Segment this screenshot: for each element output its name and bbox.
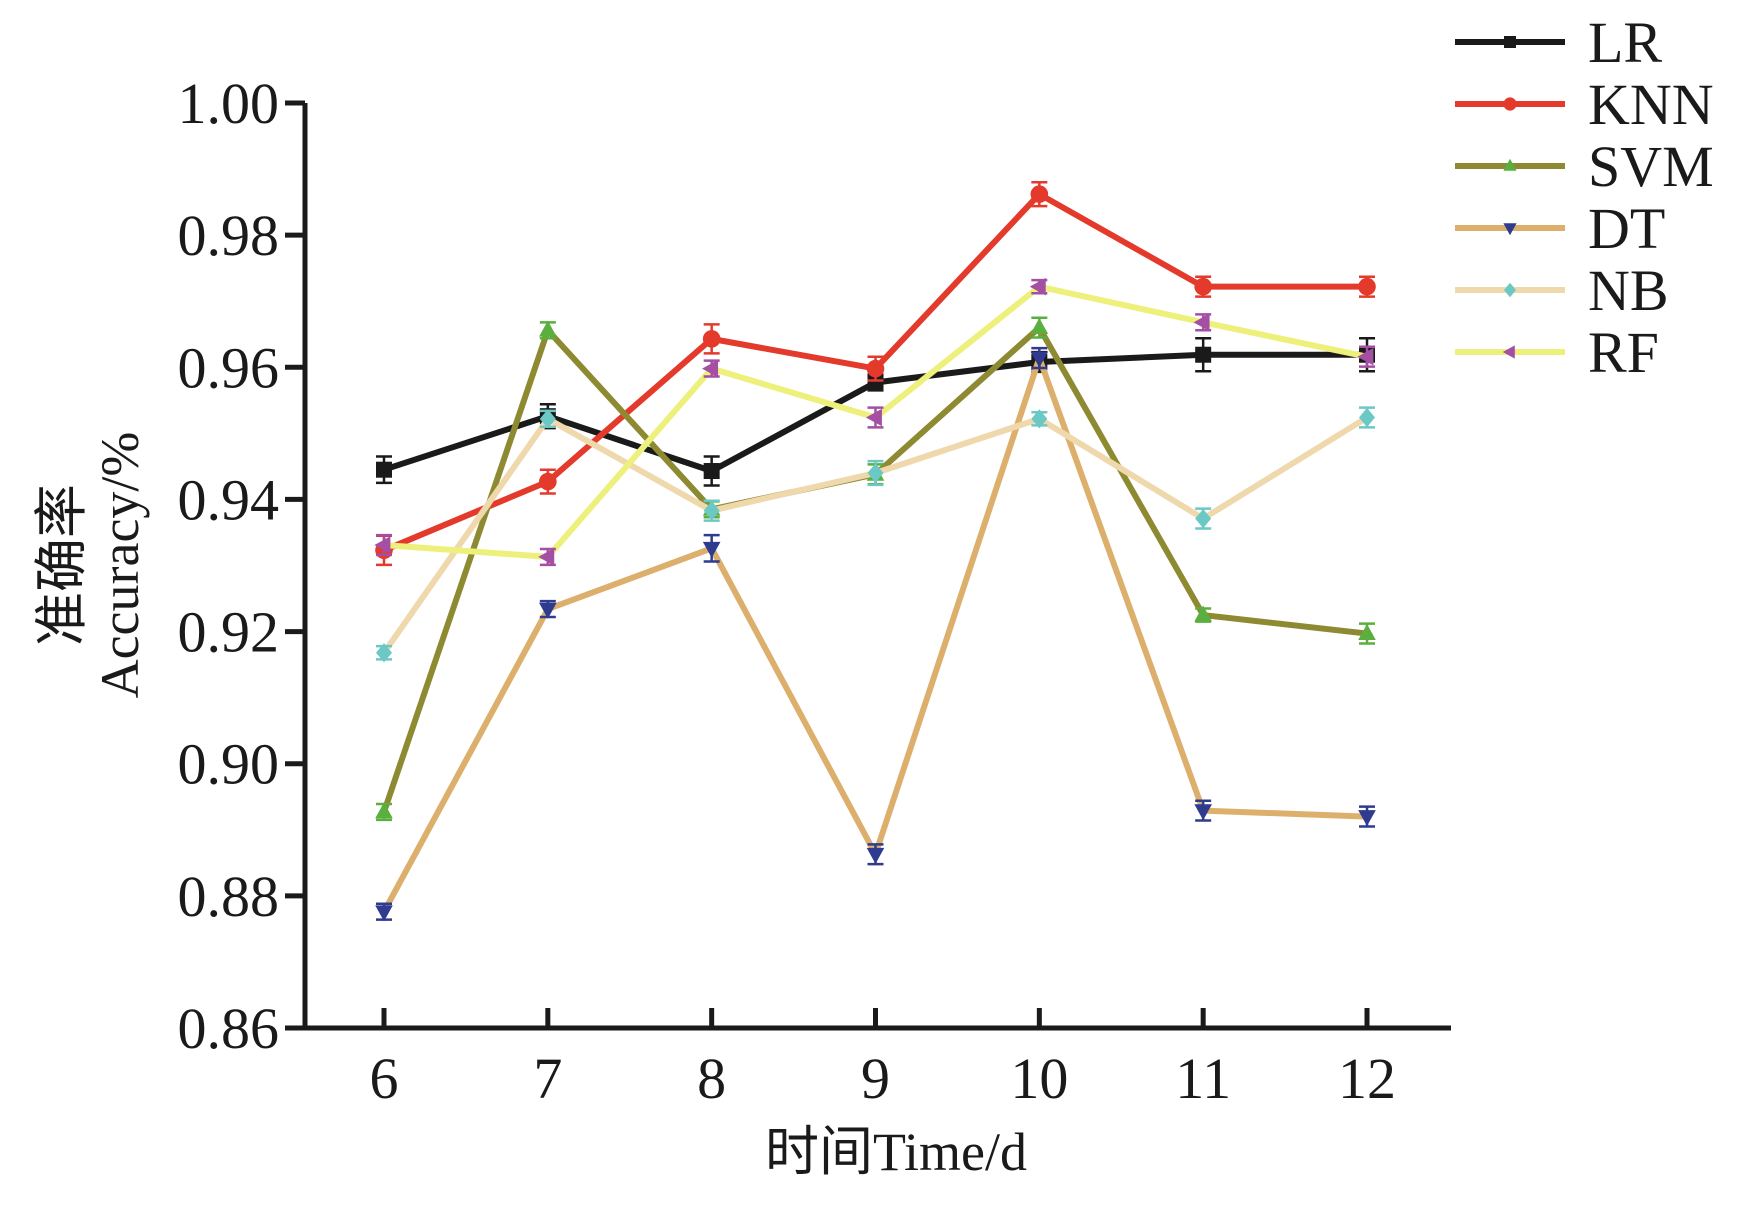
data-point — [1029, 277, 1046, 296]
data-point — [1358, 277, 1376, 296]
y-tick-label: 0.90 — [178, 732, 280, 797]
legend-label: LR — [1588, 10, 1662, 75]
legend-item-rf: RF — [1455, 320, 1659, 385]
y-tick-label: 0.88 — [178, 864, 280, 929]
data-point — [1195, 508, 1212, 529]
legend-marker — [1503, 223, 1517, 236]
legend-label: KNN — [1588, 72, 1714, 137]
y-axis-label-en: Accuracy/% — [90, 432, 150, 699]
y-tick-label: 0.98 — [178, 203, 280, 268]
x-tick-label: 8 — [697, 1046, 726, 1111]
data-point — [376, 461, 392, 478]
data-point — [374, 536, 391, 554]
legend-marker — [1502, 345, 1515, 359]
legend-label: SVM — [1588, 134, 1714, 199]
legend-item-dt: DT — [1455, 196, 1665, 261]
series-dt — [375, 346, 1376, 922]
x-tick-label: 10 — [1010, 1046, 1068, 1111]
data-point — [375, 905, 393, 922]
data-point — [538, 548, 555, 566]
axis-lines — [302, 103, 1451, 1031]
y-tick-label: 0.94 — [178, 467, 280, 532]
x-tick-label: 12 — [1338, 1046, 1396, 1111]
legend-label: RF — [1588, 320, 1659, 385]
data-point — [376, 643, 392, 663]
legend-item-nb: NB — [1455, 258, 1669, 323]
data-point — [1358, 623, 1376, 640]
legend-marker — [1503, 97, 1517, 111]
data-point — [539, 602, 557, 619]
data-point — [703, 501, 720, 521]
data-point — [867, 374, 884, 391]
legend-marker — [1503, 158, 1517, 171]
data-point — [866, 847, 885, 864]
legend-label: NB — [1588, 258, 1669, 323]
y-axis-label-zh: 准确率 — [32, 484, 92, 646]
data-point — [1030, 318, 1049, 335]
data-point — [375, 802, 393, 819]
x-tick-label: 6 — [370, 1046, 399, 1111]
y-tick-label: 1.00 — [178, 71, 280, 136]
axes: 0.86 0.88 0.90 0.92 0.94 0.96 0.98 1.00 6 7 8 9 10 11… — [178, 71, 1451, 1111]
y-tick-label: 0.96 — [178, 335, 280, 400]
data-point — [1195, 346, 1212, 363]
data-point — [866, 359, 885, 378]
data-point — [1030, 185, 1049, 203]
data-point — [539, 320, 557, 337]
legend-item-knn: KNN — [1455, 72, 1714, 137]
series-nb — [376, 406, 1375, 663]
data-point — [1193, 313, 1210, 332]
series-svm — [375, 316, 1376, 822]
series-line-svm — [381, 324, 1368, 813]
series-rf — [374, 277, 1375, 567]
legend-marker — [1504, 36, 1516, 48]
data-point — [702, 330, 721, 348]
x-tick-label: 9 — [861, 1046, 890, 1111]
data-point — [1358, 810, 1376, 827]
data-point — [539, 409, 556, 429]
legend-label: DT — [1588, 196, 1665, 261]
x-tick-label: 7 — [533, 1046, 562, 1111]
legend-item-lr: LR — [1455, 10, 1662, 75]
data-point — [1194, 804, 1212, 821]
data-point — [1359, 407, 1375, 428]
y-tick-label: 0.92 — [178, 600, 280, 665]
plot-marks — [374, 181, 1376, 922]
y-tick-label: 0.86 — [178, 996, 280, 1061]
x-tick-label: 11 — [1175, 1046, 1231, 1111]
data-point — [702, 359, 719, 378]
data-point — [865, 408, 882, 427]
data-point — [539, 472, 557, 491]
data-point — [1030, 351, 1049, 368]
legend-marker — [1504, 282, 1516, 298]
data-point — [1194, 277, 1212, 296]
legend-item-svm: SVM — [1455, 134, 1714, 199]
data-point — [1031, 409, 1048, 429]
data-point — [1357, 347, 1374, 366]
data-point — [867, 463, 884, 483]
data-point — [703, 463, 720, 480]
data-point — [1194, 605, 1212, 622]
data-point — [702, 541, 721, 558]
x-axis-label: 时间Time/d — [765, 1122, 1027, 1182]
